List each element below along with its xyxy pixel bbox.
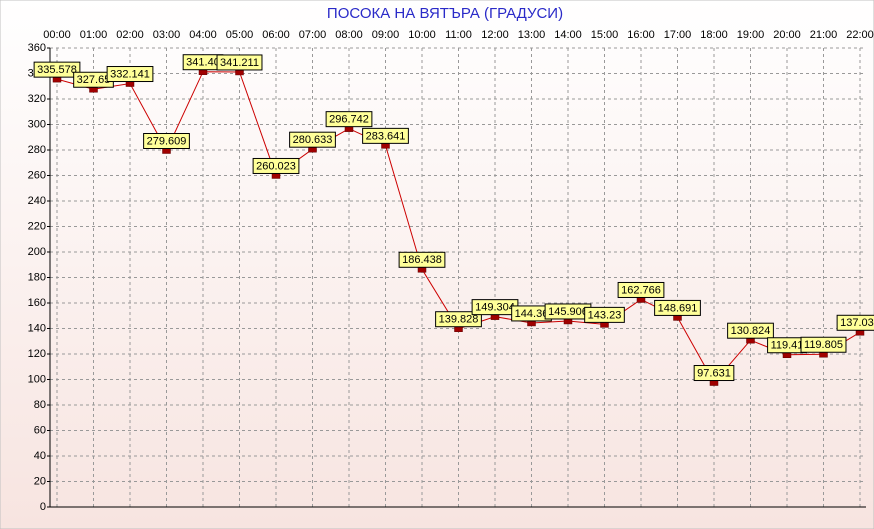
data-label-box xyxy=(106,66,154,83)
x-tick-label: 04:00 xyxy=(189,29,217,41)
data-label-box xyxy=(362,127,409,144)
data-label: 341.211 xyxy=(220,57,259,69)
y-tick-label: 320 xyxy=(28,93,46,105)
y-tick-label: 260 xyxy=(28,169,46,181)
data-label: 280.633 xyxy=(293,134,333,146)
data-label-box xyxy=(693,365,735,382)
y-tick-label: 280 xyxy=(28,144,46,156)
data-label: 296.742 xyxy=(329,114,369,126)
data-label: 130.824 xyxy=(731,325,771,337)
data-label-box xyxy=(727,322,774,339)
x-tick-label: 21:00 xyxy=(810,29,838,41)
x-tick-label: 14:00 xyxy=(554,29,582,41)
y-tick-label: 240 xyxy=(28,195,46,207)
data-label: 186.438 xyxy=(402,254,442,266)
data-label-box xyxy=(836,314,874,331)
x-tick-label: 16:00 xyxy=(627,29,655,41)
data-label-box xyxy=(584,306,625,323)
data-label: 139.828 xyxy=(439,314,479,326)
y-tick-label: 20 xyxy=(34,475,46,487)
data-label: 97.631 xyxy=(697,367,731,379)
data-label-box xyxy=(435,311,482,328)
data-label: 148.691 xyxy=(658,302,698,314)
data-label-box xyxy=(143,132,190,149)
x-tick-label: 22:00 xyxy=(846,29,874,41)
data-label: 260.023 xyxy=(256,160,296,172)
x-tick-label: 02:00 xyxy=(116,29,144,41)
y-tick-label: 200 xyxy=(28,246,46,258)
data-label: 327.65 xyxy=(77,74,111,86)
y-tick-label: 180 xyxy=(28,271,46,283)
data-label: 137.035 xyxy=(840,317,874,329)
x-tick-label: 20:00 xyxy=(773,29,801,41)
data-label-box xyxy=(33,61,81,78)
x-tick-label: 00:00 xyxy=(43,29,71,41)
x-tick-label: 06:00 xyxy=(262,29,290,41)
x-tick-label: 01:00 xyxy=(80,29,108,41)
x-tick-label: 05:00 xyxy=(226,29,254,41)
y-tick-label: 220 xyxy=(28,220,46,232)
data-label: 149.304 xyxy=(475,302,515,314)
x-tick-label: 17:00 xyxy=(664,29,692,41)
y-tick-label: 120 xyxy=(28,348,46,360)
data-label: 119.805 xyxy=(804,339,843,351)
data-label: 341.40 xyxy=(186,57,220,69)
x-tick-label: 07:00 xyxy=(299,29,327,41)
x-tick-label: 12:00 xyxy=(481,29,509,41)
data-label: 283.641 xyxy=(366,130,406,142)
data-label-box xyxy=(398,251,446,268)
y-tick-label: 100 xyxy=(28,373,46,385)
data-label-box xyxy=(617,281,665,298)
data-label-box xyxy=(252,157,300,174)
x-tick-label: 19:00 xyxy=(737,29,765,41)
x-tick-label: 10:00 xyxy=(408,29,436,41)
data-label: 144.36 xyxy=(515,308,549,320)
data-label: 119.41 xyxy=(771,340,804,352)
x-tick-label: 13:00 xyxy=(518,29,546,41)
data-label: 143.23 xyxy=(588,309,622,321)
data-label: 279.609 xyxy=(147,135,187,147)
data-label-box xyxy=(325,111,373,128)
x-tick-label: 03:00 xyxy=(153,29,181,41)
y-tick-label: 300 xyxy=(28,118,46,130)
data-label-box xyxy=(654,299,701,316)
chart-title: ПОСОКА НА ВЯТЪРА (ГРАДУСИ) xyxy=(327,5,563,22)
data-label: 335.578 xyxy=(37,64,77,76)
y-tick-label: 140 xyxy=(28,322,46,334)
data-label-box xyxy=(800,336,847,353)
x-tick-label: 08:00 xyxy=(335,29,363,41)
y-tick-label: 0 xyxy=(40,501,46,513)
y-tick-label: 60 xyxy=(34,424,46,436)
x-tick-label: 09:00 xyxy=(372,29,400,41)
data-label-box xyxy=(216,54,263,71)
x-tick-label: 15:00 xyxy=(591,29,619,41)
y-tick-label: 360 xyxy=(28,42,46,54)
data-label: 145.906 xyxy=(548,306,588,318)
data-label: 162.766 xyxy=(621,284,661,296)
y-tick-label: 160 xyxy=(28,297,46,309)
data-label-box xyxy=(289,131,336,148)
y-tick-label: 80 xyxy=(34,399,46,411)
data-label: 332.141 xyxy=(110,68,150,80)
x-tick-label: 18:00 xyxy=(700,29,728,41)
x-tick-label: 11:00 xyxy=(445,29,472,41)
y-tick-label: 40 xyxy=(34,450,46,462)
